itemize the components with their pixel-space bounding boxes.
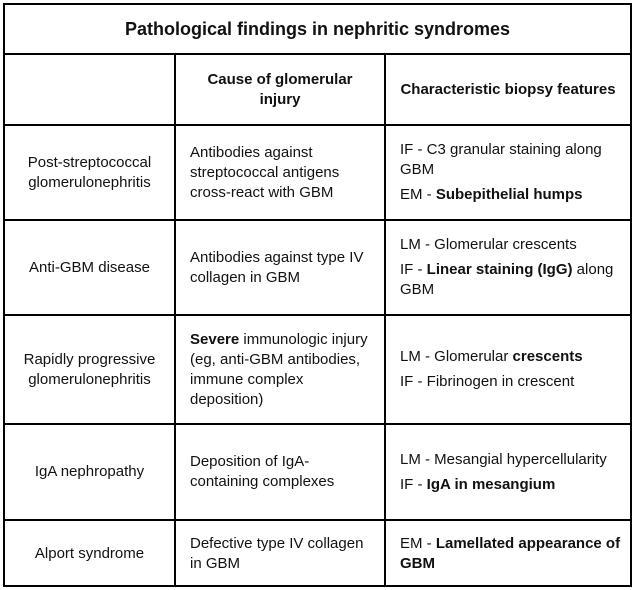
feature-line: LM - Mesangial hypercellularity xyxy=(400,450,622,470)
feature-line: IF - IgA in mesangium xyxy=(400,475,622,495)
text-run: Deposition of IgA-containing complexes xyxy=(190,453,335,490)
table-row: Anti-GBM disease Antibodies against type … xyxy=(5,220,630,316)
text-run: IF - Fibrinogen in crescent xyxy=(400,373,575,390)
header-features: Characteristic biopsy features xyxy=(384,55,630,126)
bold-text-run: Lamellated appearance of GBM xyxy=(400,534,621,572)
cause-cell: Severe immunologic injury (eg, anti-GBM … xyxy=(174,315,386,425)
condition-cell: Rapidly progressive glomerulonephritis xyxy=(5,315,176,425)
text-run: IF - xyxy=(400,261,427,278)
text-run: EM - xyxy=(400,534,436,552)
condition-cell: IgA nephropathy xyxy=(5,424,176,521)
features-cell: LM - Glomerular crescents IF - Fibrinogen… xyxy=(384,315,630,425)
table-row: Rapidly progressive glomerulonephritis Se… xyxy=(5,315,630,425)
bold-text-run: Subepithelial humps xyxy=(435,186,583,203)
table-row: Alport syndrome Defective type IV collage… xyxy=(5,520,630,586)
condition-cell: Post-streptococcal glomerulonephritis xyxy=(5,125,176,221)
condition-cell: Alport syndrome xyxy=(5,520,176,586)
feature-line: EM - Lamellated appearance of GBM xyxy=(400,534,622,574)
condition-cell: Anti-GBM disease xyxy=(5,220,176,316)
feature-line: IF - Linear staining (IgG) along GBM xyxy=(400,260,622,300)
bold-text-run: crescents xyxy=(512,348,583,365)
findings-table: Cause of glomerular injury Characteristi… xyxy=(5,55,630,586)
cause-cell: Antibodies against streptococcal antigen… xyxy=(174,125,386,221)
table-row: Post-streptococcal glomerulonephritis Ant… xyxy=(5,125,630,221)
text-run: IF - xyxy=(400,475,427,493)
bold-text-run: Linear staining (IgG) xyxy=(426,261,573,278)
cause-cell: Deposition of IgA-containing complexes xyxy=(174,424,386,521)
text-run: Antibodies against streptococcal antigen… xyxy=(190,143,340,201)
text-run: Defective type IV collagen in GBM xyxy=(190,534,364,572)
header-condition xyxy=(5,55,176,126)
features-cell: LM - Glomerular crescents IF - Linear sta… xyxy=(384,220,630,316)
feature-line: IF - Fibrinogen in crescent xyxy=(400,372,622,392)
feature-line: LM - Glomerular crescents xyxy=(400,235,622,255)
findings-table-card: Pathological findings in nephritic syndr… xyxy=(3,3,632,587)
header-cause: Cause of glomerular injury xyxy=(174,55,386,126)
text-run: LM - Glomerular crescents xyxy=(400,236,577,253)
text-run: Antibodies against type IV collagen in G… xyxy=(190,248,364,286)
text-run: IF - C3 granular staining along GBM xyxy=(400,141,602,178)
table-row: IgA nephropathy Deposition of IgA-contain… xyxy=(5,424,630,521)
text-run: LM - Glomerular xyxy=(400,348,513,365)
feature-line: LM - Glomerular crescents xyxy=(400,347,622,367)
text-run: EM - xyxy=(400,186,436,203)
features-cell: LM - Mesangial hypercellularity IF - IgA … xyxy=(384,424,630,521)
bold-text-run: Severe xyxy=(190,330,240,348)
features-cell: EM - Lamellated appearance of GBM xyxy=(384,520,630,586)
text-run: LM - Mesangial hypercellularity xyxy=(400,450,607,468)
feature-line: IF - C3 granular staining along GBM xyxy=(400,140,622,180)
cause-cell: Antibodies against type IV collagen in G… xyxy=(174,220,386,316)
text-run: along GBM xyxy=(400,261,614,298)
text-run: immunologic injury (eg, anti-GBM antibod… xyxy=(190,330,368,408)
header-row: Cause of glomerular injury Characteristi… xyxy=(5,55,630,126)
cause-cell: Defective type IV collagen in GBM xyxy=(174,520,386,586)
feature-line: EM - Subepithelial humps xyxy=(400,185,622,205)
table-title: Pathological findings in nephritic syndr… xyxy=(5,5,630,55)
bold-text-run: IgA in mesangium xyxy=(426,475,556,493)
features-cell: IF - C3 granular staining along GBM EM - … xyxy=(384,125,630,221)
